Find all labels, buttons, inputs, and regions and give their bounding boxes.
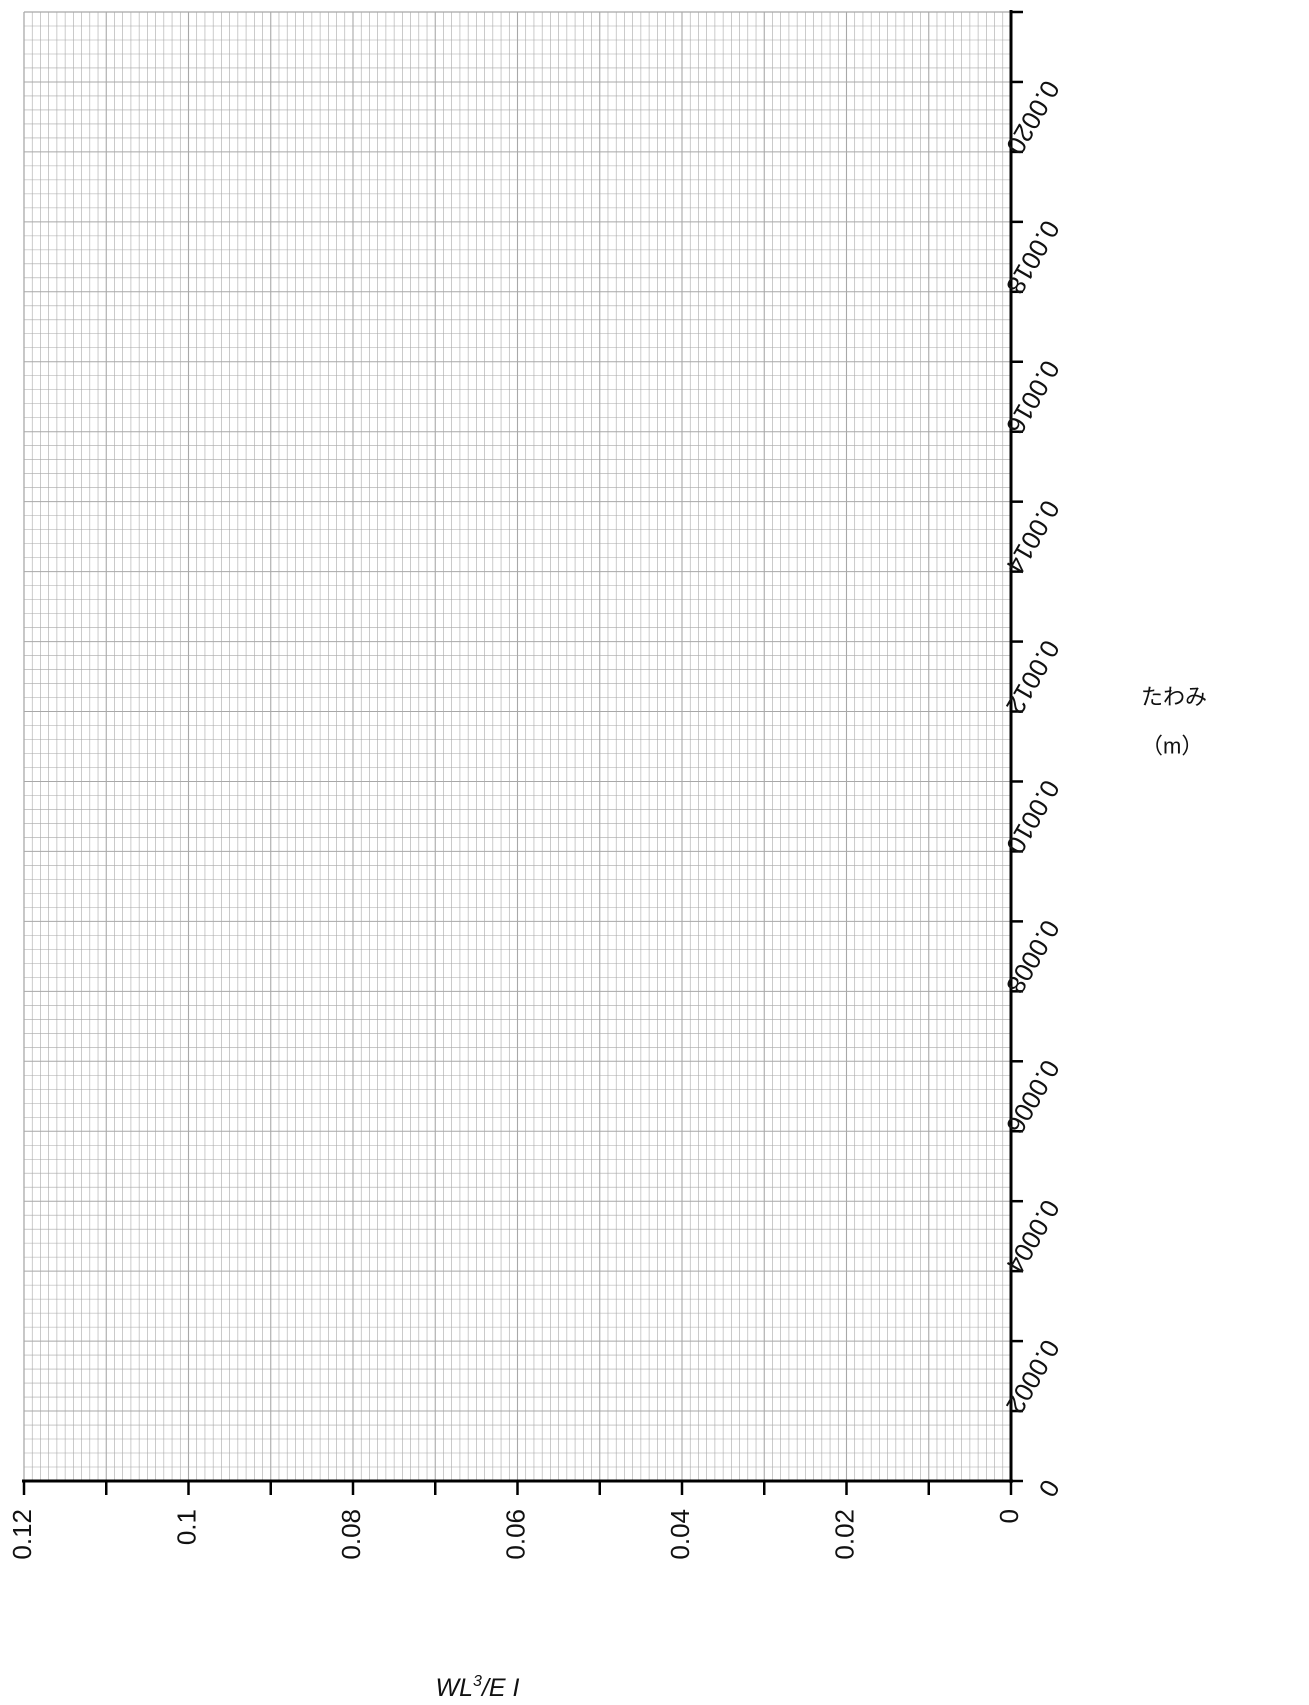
grid <box>23 11 1012 1482</box>
x-tick-label: 0.12 <box>7 1509 37 1560</box>
x-tick-label: 0.06 <box>500 1509 530 1560</box>
x-tick-label: 0.08 <box>336 1509 366 1560</box>
x-axis-label-tail: /E I <box>480 1674 520 1702</box>
x-tick-label: 0 <box>994 1509 1024 1523</box>
x-tick-label: 0.1 <box>171 1509 201 1545</box>
x-axis-label: WL3/E I <box>436 1673 520 1702</box>
x-axis-label-superscript: 3 <box>473 1673 482 1690</box>
y-axis-unit-label: （m） <box>1141 733 1203 758</box>
y-axis-label: たわみ <box>1141 685 1207 710</box>
x-axis-ticks: 0.12 0.1 0.08 0.06 0.04 0.02 0 <box>7 1481 1024 1560</box>
y-tick-label: 0 <box>1033 1475 1066 1503</box>
x-tick-label: 0.02 <box>829 1509 859 1560</box>
x-tick-label: 0.04 <box>665 1509 695 1560</box>
x-axis-label-main: WL <box>436 1674 474 1702</box>
